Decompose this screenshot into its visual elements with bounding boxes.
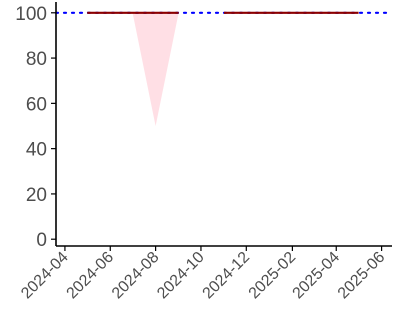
x-tick-label: 2024-12 xyxy=(200,249,254,303)
confidence-ribbon xyxy=(132,12,179,127)
y-tick-label: 100 xyxy=(15,4,47,25)
y-tick-label: 80 xyxy=(26,49,47,70)
y-tick-label: 0 xyxy=(36,230,47,251)
x-tick-label: 2024-10 xyxy=(154,249,208,303)
x-tick-label: 2024-06 xyxy=(64,249,118,303)
x-tick-label: 2024-08 xyxy=(109,249,163,303)
axes-layer: 0 20 40 60 80 100 2024-042024-062024-082024-10… xyxy=(15,2,392,302)
x-tick-label: 2025-06 xyxy=(335,249,389,303)
x-tick-label: 2024-04 xyxy=(18,249,72,303)
y-tick-label: 20 xyxy=(26,185,47,206)
x-tick-label: 2025-04 xyxy=(290,249,344,303)
ribbon-layer xyxy=(132,12,179,127)
x-tick-label: 2025-02 xyxy=(246,249,300,303)
y-tick-label: 40 xyxy=(26,140,47,161)
y-tick-label: 60 xyxy=(26,94,47,115)
